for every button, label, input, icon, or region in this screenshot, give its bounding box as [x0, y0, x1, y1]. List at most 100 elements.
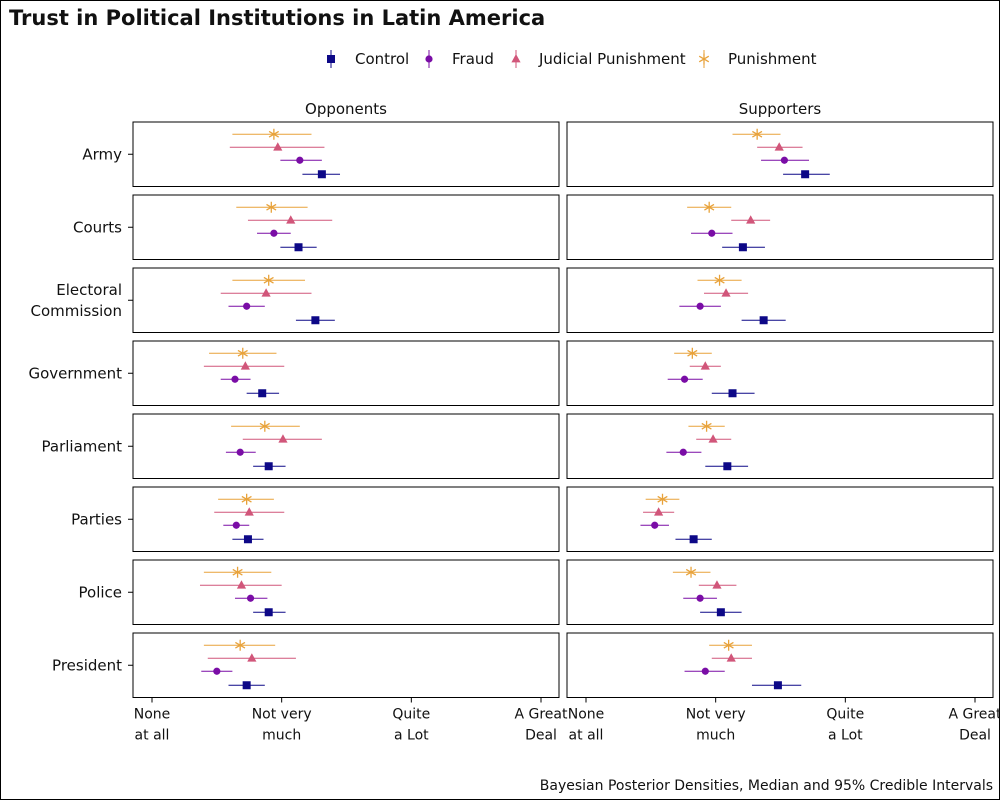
panel-opponents-police — [132, 559, 560, 625]
median-judicial-punishment — [746, 215, 756, 224]
median-punishment — [241, 493, 252, 505]
median-control — [258, 389, 267, 398]
median-punishment — [704, 201, 715, 213]
x-tick-label: Quite — [392, 707, 430, 723]
point-judicial-punishment — [229, 142, 325, 151]
panel-border — [566, 559, 994, 625]
median-punishment — [657, 493, 668, 505]
point-control — [253, 462, 286, 471]
x-tick-label: Not very — [252, 707, 312, 723]
median-fraud — [679, 448, 687, 456]
median-fraud — [296, 156, 304, 164]
median-judicial-punishment — [700, 361, 710, 370]
x-tick-label: Deal — [959, 728, 991, 744]
point-control — [711, 389, 755, 398]
panel-border — [132, 267, 560, 333]
median-control — [716, 608, 725, 617]
legend-label-punishment: Punishment — [728, 50, 817, 68]
median-punishment — [232, 566, 243, 578]
median-judicial-punishment — [708, 434, 718, 443]
median-control — [264, 608, 273, 617]
point-punishment — [687, 201, 732, 213]
legend-key-control — [327, 55, 335, 63]
panel-border — [132, 194, 560, 260]
row-label-government: Government — [28, 364, 122, 382]
point-control — [705, 462, 749, 471]
legend-label-judicial-punishment: Judicial Punishment — [538, 50, 686, 68]
median-control — [242, 681, 251, 690]
median-punishment — [685, 566, 697, 578]
median-fraud — [780, 156, 788, 164]
x-tick-label: Deal — [525, 728, 557, 744]
x-tick-label: at all — [135, 728, 170, 744]
x-tick-label: at all — [569, 728, 604, 744]
point-fraud — [684, 667, 725, 675]
panel-opponents-courts — [132, 194, 560, 260]
legend-key-punishment — [698, 53, 710, 65]
panel-supporters-courts — [566, 194, 994, 260]
point-judicial-punishment — [207, 653, 296, 662]
row-label-parliament: Parliament — [42, 437, 123, 455]
median-punishment — [237, 347, 248, 359]
point-fraud — [257, 229, 291, 237]
row-label-electoral-commission: Electoral — [56, 281, 122, 299]
point-fraud — [667, 375, 703, 383]
point-punishment — [231, 420, 300, 432]
x-tick-label: A Great — [948, 707, 1000, 723]
panel-opponents-parties — [132, 486, 560, 552]
point-fraud — [225, 448, 256, 456]
panel-supporters-police — [566, 559, 994, 625]
median-fraud — [708, 229, 716, 237]
point-fraud — [280, 156, 322, 164]
row-labels: Army Courts Electoral Commission Government P… — [28, 145, 133, 674]
point-control — [700, 608, 742, 617]
panel-border — [566, 413, 994, 479]
panels: Opponents Supporters — [132, 100, 994, 698]
median-control — [294, 243, 303, 252]
median-control — [243, 535, 252, 544]
median-control — [759, 316, 768, 325]
row-label-president: President — [52, 656, 122, 674]
x-tick-label: Not very — [686, 707, 746, 723]
point-control — [751, 681, 802, 690]
panel-border — [566, 267, 994, 333]
point-punishment — [203, 566, 272, 578]
point-control — [722, 243, 765, 252]
median-judicial-punishment — [726, 653, 736, 662]
x-tick-label: Quite — [826, 707, 864, 723]
panel-border — [132, 340, 560, 406]
median-fraud — [246, 594, 255, 602]
point-punishment — [688, 420, 725, 432]
median-judicial-punishment — [244, 507, 254, 516]
point-control — [295, 316, 335, 325]
point-fraud — [666, 448, 702, 456]
median-judicial-punishment — [240, 361, 250, 370]
median-judicial-punishment — [236, 580, 247, 589]
point-punishment — [732, 128, 781, 140]
panel-opponents-government — [132, 340, 560, 406]
point-punishment — [645, 493, 680, 505]
median-judicial-punishment — [278, 434, 288, 443]
chart-title: Trust in Political Institutions in Latin… — [9, 6, 545, 30]
point-control — [253, 608, 286, 617]
median-fraud — [696, 594, 704, 602]
median-punishment — [687, 347, 698, 359]
point-punishment — [236, 201, 308, 213]
point-judicial-punishment — [696, 434, 732, 443]
point-fraud — [640, 521, 669, 529]
point-fraud — [223, 521, 250, 529]
point-control — [741, 316, 786, 325]
legend-label-fraud: Fraud — [452, 50, 494, 68]
point-judicial-punishment — [242, 434, 322, 443]
point-control — [280, 243, 317, 252]
point-punishment — [674, 347, 712, 359]
point-judicial-punishment — [698, 580, 737, 589]
panel-supporters-army — [566, 121, 994, 187]
point-judicial-punishment — [703, 288, 749, 297]
point-fraud — [761, 156, 810, 164]
panel-border — [566, 340, 994, 406]
legend-key-judicial-punishment — [511, 54, 521, 63]
point-punishment — [697, 274, 742, 286]
median-control — [264, 462, 273, 471]
